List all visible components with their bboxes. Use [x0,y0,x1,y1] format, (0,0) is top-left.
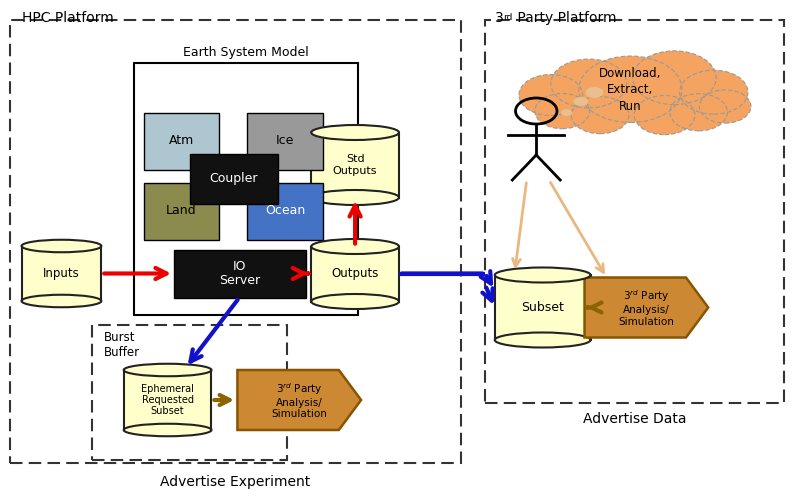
Ellipse shape [519,74,583,116]
Text: HPC Platform: HPC Platform [22,11,114,25]
Ellipse shape [311,294,399,309]
Ellipse shape [495,268,591,282]
Text: Coupler: Coupler [210,172,258,185]
Text: Earth System Model: Earth System Model [183,46,309,59]
Text: Atm: Atm [169,134,194,147]
FancyBboxPatch shape [247,112,323,170]
Text: Party Platform: Party Platform [513,11,617,25]
Circle shape [574,97,588,106]
Text: 3: 3 [495,11,504,25]
Text: IO
Server: IO Server [219,260,260,287]
FancyBboxPatch shape [190,154,278,204]
Ellipse shape [124,364,211,376]
Text: Land: Land [166,204,197,218]
Text: Advertise Experiment: Advertise Experiment [160,475,310,489]
Text: Std
Outputs: Std Outputs [333,154,377,176]
Ellipse shape [670,94,728,131]
Ellipse shape [571,96,629,134]
Text: Outputs: Outputs [331,268,379,280]
Text: Ice: Ice [276,134,294,147]
Ellipse shape [633,51,716,104]
Ellipse shape [22,294,101,307]
Polygon shape [584,278,709,338]
FancyBboxPatch shape [22,246,101,301]
Polygon shape [238,370,361,430]
Ellipse shape [634,96,695,134]
FancyBboxPatch shape [144,182,219,240]
Ellipse shape [124,424,211,436]
Ellipse shape [22,240,101,252]
FancyBboxPatch shape [174,250,306,298]
FancyBboxPatch shape [311,246,399,302]
Ellipse shape [699,90,751,123]
FancyBboxPatch shape [311,132,399,198]
Text: Download,
Extract,
Run: Download, Extract, Run [599,68,662,112]
Ellipse shape [551,59,626,108]
Ellipse shape [495,332,591,347]
FancyBboxPatch shape [144,112,219,170]
FancyBboxPatch shape [134,62,358,315]
Text: Inputs: Inputs [43,267,80,280]
Text: Advertise Data: Advertise Data [583,412,686,426]
FancyBboxPatch shape [495,275,591,340]
FancyBboxPatch shape [124,370,211,430]
FancyBboxPatch shape [247,182,323,240]
Ellipse shape [680,70,748,114]
Ellipse shape [535,94,590,128]
Ellipse shape [579,56,682,122]
Text: Ocean: Ocean [265,204,306,218]
Text: 3$^{rd}$ Party
Analysis/
Simulation: 3$^{rd}$ Party Analysis/ Simulation [271,381,327,419]
Ellipse shape [311,190,399,205]
Circle shape [586,87,603,98]
Ellipse shape [311,239,399,254]
Circle shape [561,109,572,116]
Text: Subset: Subset [521,301,564,314]
Text: Burst
Buffer: Burst Buffer [104,331,140,359]
Text: 3$^{rd}$ Party
Analysis/
Simulation: 3$^{rd}$ Party Analysis/ Simulation [618,288,674,327]
Text: Ephemeral
Requested
Subset: Ephemeral Requested Subset [141,384,194,416]
Ellipse shape [311,125,399,140]
Text: rd: rd [504,13,513,22]
